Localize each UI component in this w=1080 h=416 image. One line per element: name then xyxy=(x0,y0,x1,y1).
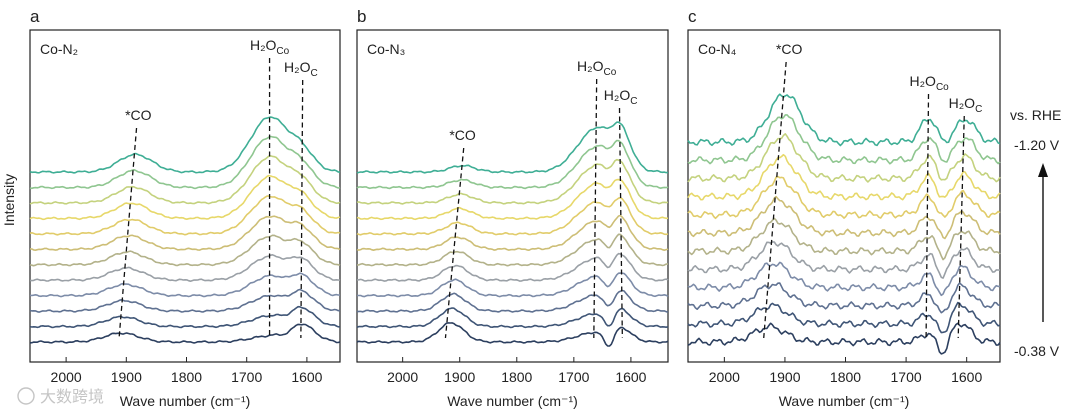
peak-annotation: H₂OC xyxy=(949,95,983,115)
spectrum-curve xyxy=(29,135,341,190)
spectrum-curve xyxy=(29,272,341,298)
plot-frame xyxy=(29,29,341,363)
spectrum-curve xyxy=(357,272,669,298)
panel-a: aCo-N₂ 2000 1900 1800 1700 1600 Wave number (c… xyxy=(29,7,341,409)
spectrum-curve xyxy=(357,233,668,267)
spectrum-curve xyxy=(29,116,341,174)
peak-annotation: H₂OCo xyxy=(250,37,290,57)
peak-guide-line xyxy=(957,115,965,339)
spectrum-curve xyxy=(687,282,1001,314)
spectrum-curve xyxy=(687,93,1001,147)
panel-title: Co-N₄ xyxy=(698,41,737,57)
spectrum-curve xyxy=(356,158,669,205)
peak-guide-line xyxy=(618,107,623,339)
spectrum-curve xyxy=(356,252,669,282)
x-tick-label: 1700 xyxy=(558,369,589,385)
spectrum-curve xyxy=(29,195,341,236)
spectrum-curve xyxy=(29,234,341,267)
spectrum-curve xyxy=(356,178,669,221)
spectrum-curve xyxy=(356,196,669,236)
x-axis-title: Wave number (cm⁻¹) xyxy=(120,393,251,409)
spectrum-curve xyxy=(687,241,1001,279)
x-tick-label: 1600 xyxy=(615,369,646,385)
spectrum-curve xyxy=(356,121,668,174)
spectrum-curve xyxy=(29,323,341,344)
spectrum-curve xyxy=(29,155,341,205)
x-axis-title: Wave number (cm⁻¹) xyxy=(779,393,910,409)
spectrum-curve xyxy=(29,215,341,251)
spectrum-curve xyxy=(687,301,1001,334)
x-tick-label: 1700 xyxy=(891,369,922,385)
spectrum-curve xyxy=(356,214,669,251)
spectrum-curve xyxy=(687,153,1001,201)
peak-guide-line xyxy=(593,78,598,339)
spectrum-curve xyxy=(687,261,1001,297)
x-tick-label: 2000 xyxy=(709,369,740,385)
panels: aCo-N₂ 2000 1900 1800 1700 1600 Wave number (c… xyxy=(29,7,1001,409)
potential-arrow-icon xyxy=(1038,163,1048,177)
x-axis-title: Wave number (cm⁻¹) xyxy=(447,393,578,409)
peak-guide-line xyxy=(118,127,138,339)
peak-annotation: H₂OC xyxy=(604,87,638,107)
spectrum-curve xyxy=(356,307,669,329)
spectrum-curve xyxy=(687,114,1001,165)
watermark-logo-icon xyxy=(17,387,35,405)
spectrum-curve xyxy=(687,195,1001,240)
potential-top-label: -1.20 V xyxy=(1014,137,1060,153)
watermark: 大数跨境 xyxy=(17,387,104,406)
peak-annotation: H₂OCo xyxy=(910,73,950,93)
panel-letter: c xyxy=(688,7,697,26)
x-tick-label: 1800 xyxy=(830,369,861,385)
x-tick-label: 1700 xyxy=(231,369,262,385)
watermark-text: 大数跨境 xyxy=(40,387,104,406)
panel-letter: b xyxy=(357,7,366,26)
y-axis-label: Intensity xyxy=(1,174,17,226)
spectrum-curve xyxy=(687,133,1001,183)
panel-title: Co-N₃ xyxy=(367,41,405,57)
peak-annotation: H₂OC xyxy=(284,59,318,79)
potential-bottom-label: -0.38 V xyxy=(1014,343,1060,359)
spectrum-curve xyxy=(687,217,1001,261)
x-tick-label: 1600 xyxy=(951,369,982,385)
spectrum-curve xyxy=(356,139,669,190)
x-tick-label: 1900 xyxy=(769,369,800,385)
peak-guide-line xyxy=(925,93,930,339)
x-tick-label: 1800 xyxy=(171,369,202,385)
spectrum-curve xyxy=(29,305,341,329)
panel-b: bCo-N₃ 2000 1900 1800 1700 1600 Wave number (c… xyxy=(356,7,669,409)
x-tick-label: 1900 xyxy=(111,369,142,385)
peak-guide-line xyxy=(444,147,465,339)
spectrum-curve xyxy=(356,289,669,313)
spectrum-curve xyxy=(29,288,341,313)
x-tick-label: 1800 xyxy=(501,369,532,385)
plot-frame xyxy=(356,29,669,363)
spectrum-curve xyxy=(29,174,341,221)
spectrum-curve xyxy=(29,254,341,282)
x-tick-label: 2000 xyxy=(387,369,418,385)
panel-c: cCo-N₄ 2000 1900 1800 1700 1600 Wave number (c… xyxy=(687,7,1001,409)
x-tick-label: 1900 xyxy=(444,369,475,385)
peak-guide-line xyxy=(763,61,787,339)
peak-guide-line xyxy=(300,79,304,339)
peak-annotation: *CO xyxy=(449,127,476,143)
x-tick-label: 1600 xyxy=(291,369,322,385)
x-tick-label: 2000 xyxy=(51,369,82,385)
peak-annotation: H₂OCo xyxy=(577,58,617,78)
peak-annotation: *CO xyxy=(776,41,803,57)
panel-letter: a xyxy=(30,7,40,26)
spectrum-curve xyxy=(687,322,1001,355)
panel-title: Co-N₂ xyxy=(40,41,78,57)
peak-annotation: *CO xyxy=(125,107,152,123)
spectrum-curve xyxy=(687,175,1001,220)
spectrum-curve xyxy=(356,322,669,347)
potential-reference-label: vs. RHE xyxy=(1010,107,1061,123)
plot-frame xyxy=(687,29,1001,363)
